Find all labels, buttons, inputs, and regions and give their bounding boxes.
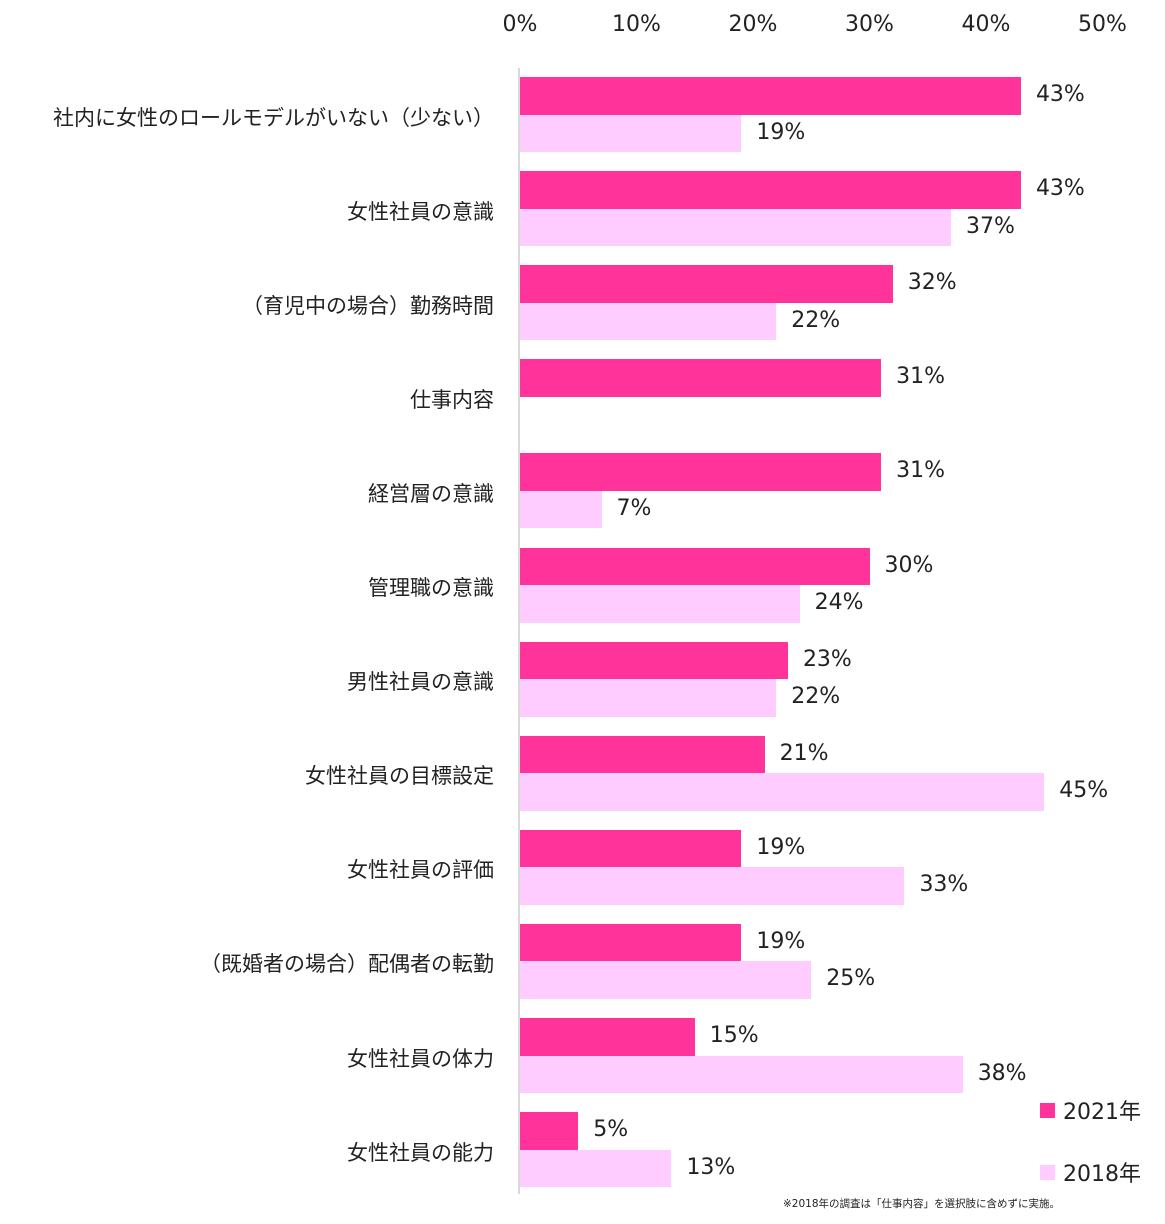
value-label: 15% [709, 1023, 759, 1048]
value-label: 21% [779, 740, 829, 766]
legend-item-2021: 2021年 [1040, 1094, 1141, 1126]
value-label: 31% [896, 364, 946, 390]
value-label: 30% [884, 552, 934, 578]
y-axis-line [518, 68, 520, 1194]
value-label: 38% [977, 1060, 1027, 1086]
legend-item-2018: 2018年 [1040, 1156, 1141, 1188]
bar-2018 [520, 585, 800, 623]
legend-swatch-2021 [1040, 1102, 1055, 1118]
category-label: （既婚者の場合）配偶者の転勤 [200, 952, 494, 977]
value-label: 37% [966, 213, 1015, 239]
value-label: 5% [593, 1117, 629, 1143]
bar-2018 [520, 1149, 672, 1188]
bar-2021 [520, 453, 882, 491]
category-label: 管理職の意識 [368, 576, 494, 600]
x-tick-label: 30% [845, 12, 894, 37]
bar-2021 [520, 735, 765, 774]
value-label: 43% [1035, 176, 1085, 202]
value-label: 19% [756, 928, 806, 954]
category-label: 女性社員の意識 [347, 199, 494, 224]
x-tick-label: 10% [612, 12, 661, 37]
category-label: 社内に女性のロールモデルがいない（少ない） [53, 105, 494, 130]
category-label: 女性社員の能力 [347, 1140, 494, 1165]
bar-2018 [520, 114, 742, 152]
legend-label-2021: 2021年 [1063, 1100, 1141, 1125]
category-label: 男性社員の意識 [347, 670, 494, 695]
value-label: 13% [686, 1154, 736, 1180]
category-label: 仕事内容 [410, 387, 494, 412]
category-label: 女性社員の評価 [347, 858, 494, 883]
bar-2021 [520, 829, 742, 868]
value-label: 43% [1035, 82, 1085, 107]
x-tick-label: 0% [502, 12, 538, 37]
bar-2021 [520, 1112, 579, 1150]
value-label: 25% [826, 966, 876, 992]
x-tick-label: 50% [1078, 12, 1127, 37]
bar-2021 [520, 265, 893, 303]
legend-swatch-2018 [1040, 1164, 1055, 1180]
bar-2021 [520, 77, 1021, 115]
value-label: 32% [907, 270, 957, 296]
value-label: 7% [616, 495, 652, 521]
bar-2018 [520, 208, 952, 247]
bar-2018 [520, 773, 1045, 811]
category-label: 女性社員の体力 [347, 1046, 494, 1071]
bar-2018 [520, 1055, 963, 1093]
bar-2021 [520, 1018, 695, 1056]
footnote: ※2018年の調査は「仕事内容」を選択肢に含めずに実施。 [783, 1198, 1061, 1210]
bar-2018 [520, 867, 905, 905]
value-label: 23% [802, 646, 852, 672]
bar-2018 [520, 679, 777, 717]
value-label: 45% [1059, 778, 1109, 804]
bar-2018 [520, 961, 812, 999]
bar-2018 [520, 490, 602, 529]
value-label: 33% [919, 872, 969, 898]
bar-2021 [520, 641, 788, 680]
category-label: 経営層の意識 [368, 481, 494, 506]
bar-2018 [520, 302, 777, 341]
category-label: （育児中の場合）勤務時間 [242, 293, 494, 318]
x-tick-label: 20% [728, 12, 778, 37]
x-tick-label: 40% [961, 12, 1011, 37]
bar-2021 [520, 359, 882, 397]
legend-label-2018: 2018年 [1063, 1162, 1141, 1187]
value-label: 22% [791, 307, 841, 333]
bar-2021 [520, 171, 1021, 209]
value-label: 22% [791, 684, 841, 710]
bar-2021 [520, 547, 870, 585]
value-label: 19% [756, 119, 806, 145]
value-label: 19% [756, 834, 806, 860]
value-label: 31% [896, 458, 946, 484]
bar-2021 [520, 923, 742, 962]
category-label: 女性社員の目標設定 [305, 764, 494, 789]
value-label: 24% [814, 590, 864, 615]
